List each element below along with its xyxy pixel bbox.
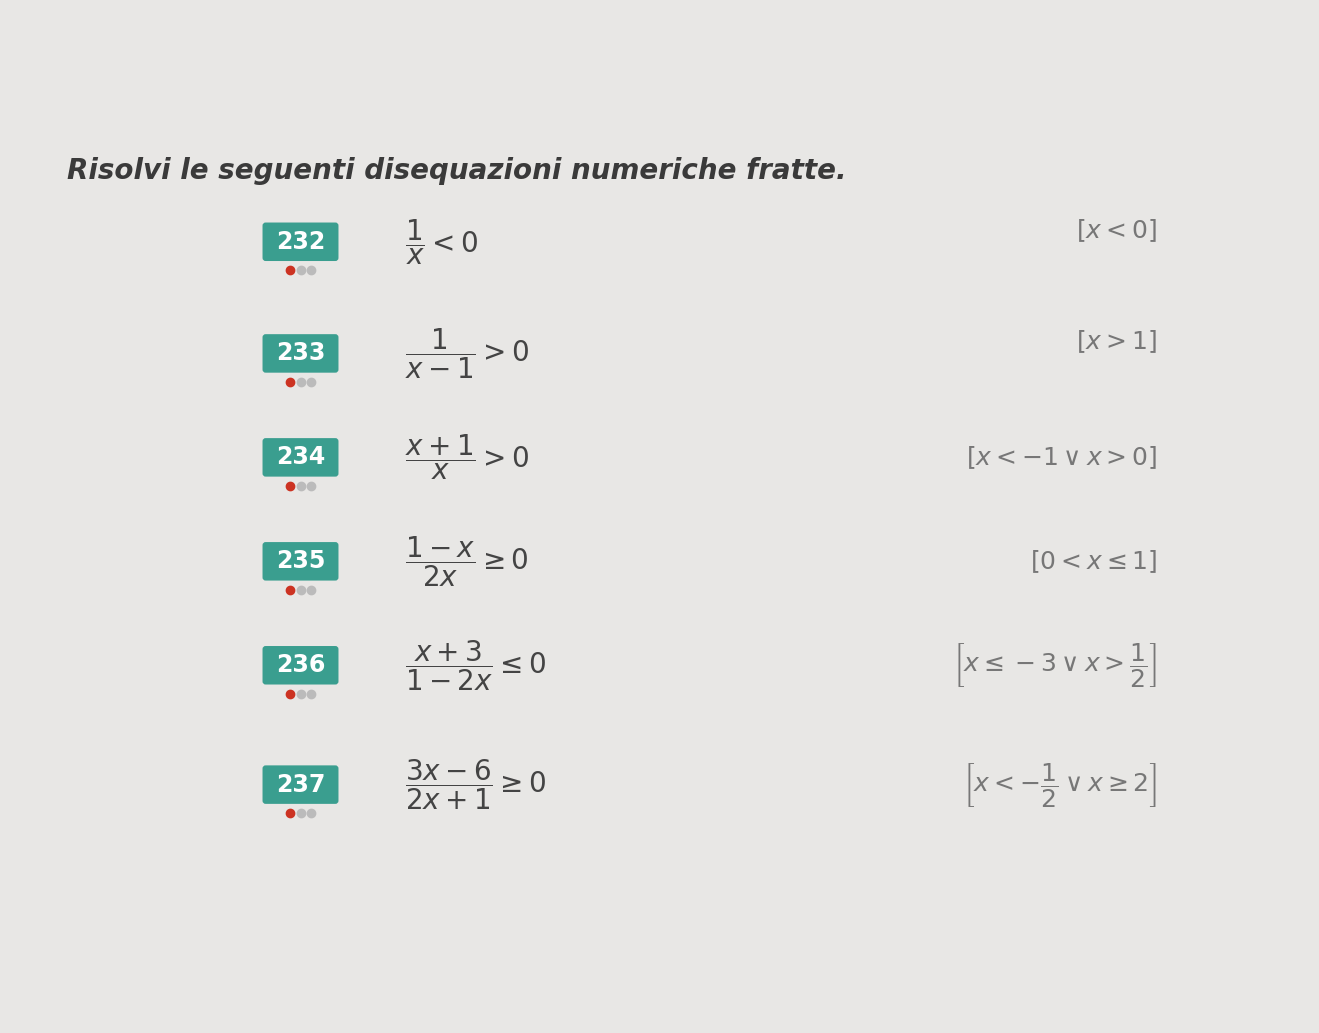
- Text: $\left[x < -\dfrac{1}{2} \vee x \geq 2\right]$: $\left[x < -\dfrac{1}{2} \vee x \geq 2\r…: [963, 760, 1157, 809]
- Text: 237: 237: [276, 773, 326, 796]
- Text: 236: 236: [276, 653, 326, 678]
- Text: 235: 235: [276, 550, 326, 573]
- Text: $[x < 0]$: $[x < 0]$: [1076, 217, 1157, 244]
- Text: $\dfrac{1}{x-1} > 0$: $\dfrac{1}{x-1} > 0$: [405, 326, 529, 381]
- FancyBboxPatch shape: [262, 222, 339, 261]
- Text: $[x < -1 \vee x > 0]$: $[x < -1 \vee x > 0]$: [966, 444, 1157, 471]
- FancyBboxPatch shape: [262, 438, 339, 476]
- Text: $\dfrac{x+3}{1-2x} \leq 0$: $\dfrac{x+3}{1-2x} \leq 0$: [405, 638, 546, 692]
- Text: $\left[x \leq -3 \vee x > \dfrac{1}{2}\right]$: $\left[x \leq -3 \vee x > \dfrac{1}{2}\r…: [952, 641, 1157, 689]
- Text: 232: 232: [276, 229, 324, 254]
- FancyBboxPatch shape: [262, 765, 339, 804]
- Text: Risolvi le seguenti disequazioni numeriche fratte.: Risolvi le seguenti disequazioni numeric…: [67, 157, 847, 185]
- Text: $[0 < x \leq 1]$: $[0 < x \leq 1]$: [1030, 547, 1157, 574]
- FancyBboxPatch shape: [262, 646, 339, 685]
- Text: $[x > 1]$: $[x > 1]$: [1076, 328, 1157, 355]
- FancyBboxPatch shape: [262, 334, 339, 373]
- Text: 234: 234: [276, 445, 324, 469]
- Text: $\dfrac{1}{x} < 0$: $\dfrac{1}{x} < 0$: [405, 217, 479, 267]
- Text: $\dfrac{1-x}{2x} \geq 0$: $\dfrac{1-x}{2x} \geq 0$: [405, 534, 529, 589]
- FancyBboxPatch shape: [262, 542, 339, 581]
- Text: $\dfrac{x+1}{x} > 0$: $\dfrac{x+1}{x} > 0$: [405, 433, 529, 482]
- Text: $\dfrac{3x-6}{2x+1} \geq 0$: $\dfrac{3x-6}{2x+1} \geq 0$: [405, 757, 546, 812]
- Text: 233: 233: [276, 342, 326, 366]
